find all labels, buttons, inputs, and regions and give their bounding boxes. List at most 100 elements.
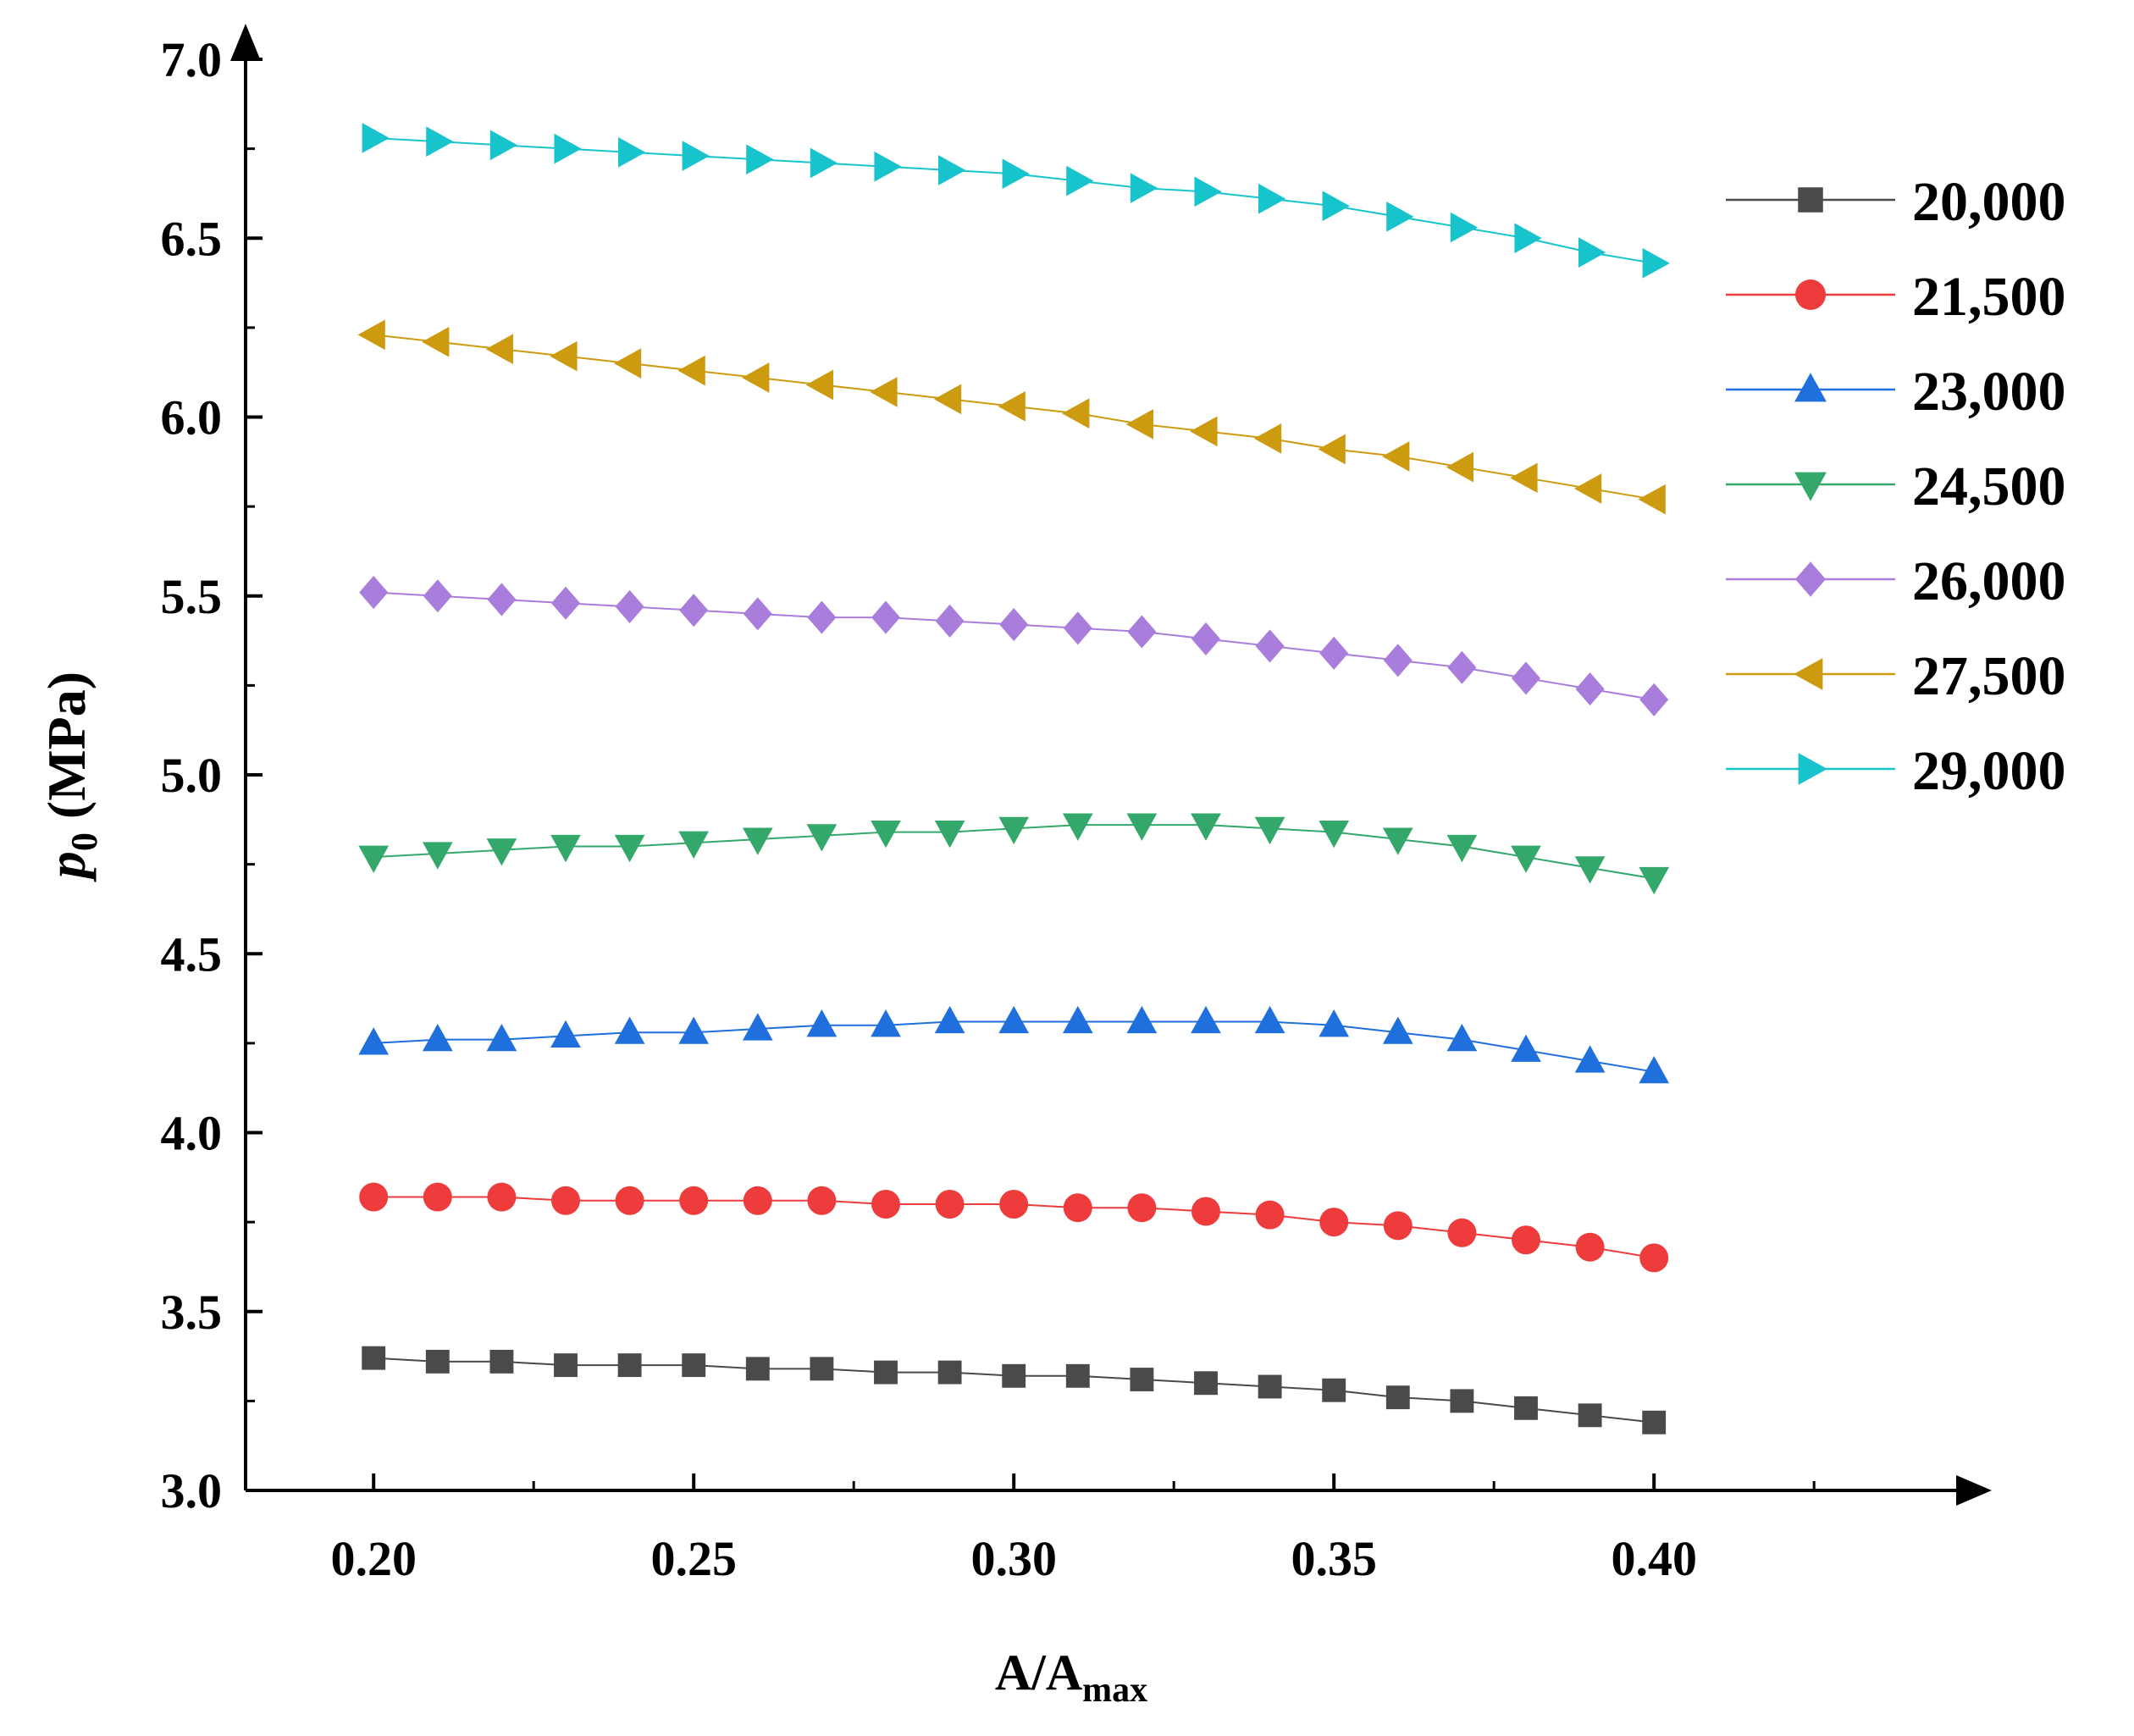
data-point [362, 1346, 386, 1370]
data-point [486, 838, 517, 866]
data-point [1318, 434, 1346, 465]
data-point [999, 608, 1029, 642]
data-point [1447, 1218, 1477, 1247]
data-point [1125, 409, 1153, 440]
legend-entry: 21,500 [1726, 266, 2066, 328]
data-point [1385, 1385, 1410, 1410]
y-tick-label: 4.5 [161, 926, 223, 981]
data-point [1450, 212, 1479, 243]
data-point [871, 821, 901, 849]
data-point [807, 1186, 837, 1215]
data-point [359, 575, 389, 610]
legend-entry: 20,000 [1726, 171, 2066, 233]
series-26000 [359, 575, 1669, 716]
data-point [1065, 1363, 1090, 1388]
x-tick-label: 0.25 [650, 1531, 737, 1586]
y-axis-label-symbol: p [36, 851, 97, 882]
data-point [426, 126, 454, 158]
data-point [998, 816, 1030, 845]
data-point [551, 1186, 580, 1215]
data-point [1386, 202, 1414, 232]
y-axis-label-unit: (MPa) [36, 672, 97, 832]
data-point [618, 137, 646, 168]
data-point [1255, 629, 1285, 663]
data-point [1062, 398, 1090, 429]
data-point [1130, 1368, 1154, 1391]
data-point [1639, 866, 1670, 895]
data-point [1319, 1009, 1350, 1037]
data-point [999, 1190, 1029, 1219]
data-point [1446, 834, 1478, 863]
legend: 20,000 21,500 23,000 24,500 26,000 27,500 29,0… [1726, 171, 2066, 802]
legend-marker [1794, 373, 1827, 402]
series-24500 [358, 813, 1670, 895]
data-point [1511, 845, 1541, 873]
data-point [614, 1016, 645, 1044]
data-point [1573, 473, 1602, 504]
data-point [423, 579, 452, 613]
data-point [1639, 1243, 1669, 1273]
data-point [1578, 1403, 1602, 1428]
legend-label: 23,000 [1912, 361, 2066, 423]
data-point [1514, 223, 1542, 254]
legend-marker [1795, 561, 1826, 597]
data-point [679, 1186, 709, 1215]
legend-label: 27,500 [1912, 645, 2066, 707]
x-tick-label: 0.20 [330, 1531, 417, 1586]
data-point [1638, 484, 1666, 515]
series-23000 [358, 1005, 1670, 1084]
data-point [1446, 1023, 1478, 1052]
data-point [874, 151, 902, 182]
data-point [358, 845, 390, 873]
data-point [678, 831, 710, 859]
y-tick-label: 7.0 [161, 32, 223, 87]
axes [230, 24, 1992, 1506]
y-axis-label-sub: 0 [64, 832, 105, 851]
data-point [422, 326, 450, 357]
data-point [1383, 644, 1413, 677]
x-axis-label: A/Amax [995, 1645, 1147, 1710]
data-point [1258, 1374, 1282, 1399]
legend-entry: 26,000 [1726, 550, 2066, 612]
data-point [1578, 237, 1606, 268]
data-point [362, 123, 390, 153]
data-point [871, 600, 900, 634]
legend-label: 21,500 [1912, 266, 2066, 328]
legend-entry: 23,000 [1726, 361, 2066, 423]
data-point [554, 133, 582, 164]
y-tick-label: 5.0 [161, 748, 223, 803]
data-point [934, 821, 965, 849]
y-tick-label: 6.0 [161, 390, 223, 445]
data-point [487, 1182, 517, 1212]
data-point [937, 1360, 962, 1385]
legend-marker [1798, 187, 1823, 213]
legend-entry: 24,500 [1726, 456, 2066, 517]
data-point [742, 1013, 773, 1041]
y-tick-label: 5.5 [161, 569, 223, 624]
data-point [1512, 661, 1540, 695]
data-point [1254, 1005, 1285, 1034]
data-point [357, 319, 385, 351]
x-tick-label: 0.40 [1611, 1531, 1697, 1586]
data-point [1130, 173, 1158, 203]
x-axis-label-main: A/A [995, 1645, 1082, 1700]
data-point [806, 1009, 838, 1037]
data-point [613, 348, 642, 379]
data-point [358, 1027, 390, 1055]
legend-label: 24,500 [1912, 456, 2066, 517]
data-point [743, 597, 772, 631]
data-point [615, 1186, 644, 1215]
legend-marker [1794, 658, 1823, 690]
data-point [1514, 1396, 1538, 1420]
data-point [1639, 683, 1669, 716]
legend-label: 20,000 [1912, 171, 2066, 233]
x-tick-label: 0.30 [970, 1531, 1057, 1586]
data-point [614, 834, 645, 863]
legend-marker [1798, 753, 1827, 785]
data-point [425, 1349, 450, 1374]
data-point [1258, 183, 1286, 214]
data-point [1191, 1197, 1220, 1226]
data-point [810, 147, 838, 179]
data-point [806, 824, 838, 852]
data-point [998, 390, 1026, 422]
